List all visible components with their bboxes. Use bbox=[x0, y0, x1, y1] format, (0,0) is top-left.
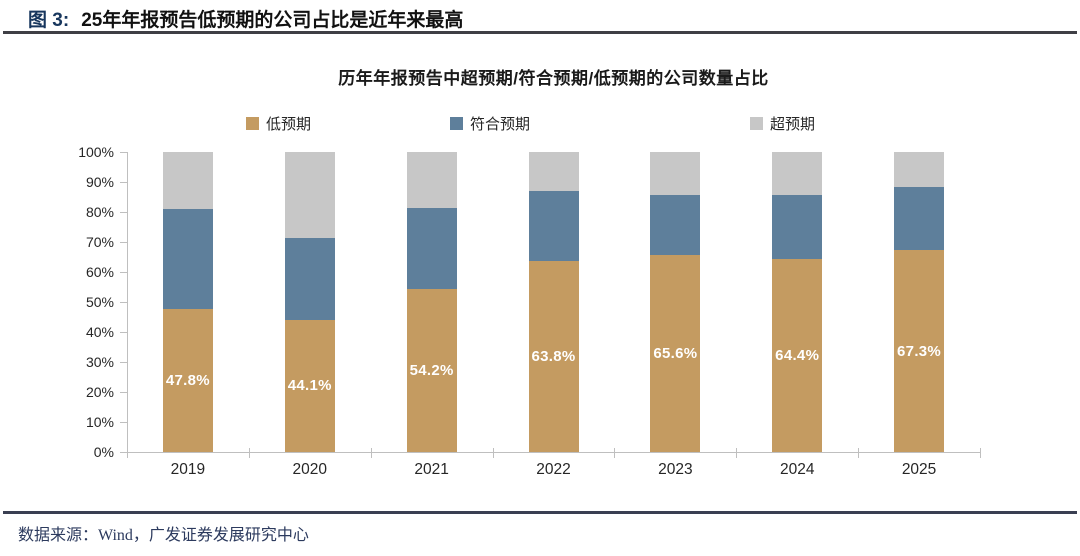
x-axis-line bbox=[127, 452, 981, 453]
legend-item-超预期: 超预期 bbox=[750, 113, 815, 134]
bar-segment-超预期 bbox=[162, 152, 213, 210]
data-source-note: 数据来源：Wind，广发证券发展研究中心 bbox=[18, 527, 309, 544]
x-axis-category-label: 2019 bbox=[170, 461, 206, 478]
y-axis-line bbox=[127, 152, 128, 453]
footer-divider-line bbox=[3, 511, 1077, 514]
bar-data-label: 44.1% bbox=[287, 377, 332, 395]
y-axis-tick-label: 0% bbox=[93, 444, 114, 460]
bar-segment-低预期: 64.4% bbox=[772, 258, 823, 452]
y-axis-tick bbox=[120, 212, 127, 213]
bar-segment-符合预期 bbox=[894, 187, 945, 251]
bar-segment-超预期 bbox=[650, 152, 701, 195]
y-axis-tick bbox=[120, 302, 127, 303]
bar-2019: 47.8% bbox=[162, 152, 213, 452]
x-axis-tick bbox=[370, 448, 372, 458]
bar-data-label: 63.8% bbox=[531, 347, 576, 365]
bar-segment-符合预期 bbox=[406, 207, 457, 290]
x-axis-tick bbox=[736, 448, 738, 458]
bar-2024: 64.4% bbox=[772, 152, 823, 452]
x-axis-category-label: 2020 bbox=[292, 461, 328, 478]
x-axis-tick bbox=[492, 448, 494, 458]
legend-swatch-icon bbox=[246, 117, 259, 130]
header-divider-line bbox=[3, 31, 1077, 34]
y-axis-tick-label: 40% bbox=[85, 324, 114, 340]
bar-segment-符合预期 bbox=[650, 194, 701, 256]
y-axis-tick-label: 100% bbox=[78, 144, 114, 160]
figure-header: 图 3: 25年年报预告低预期的公司占比是近年来最高 bbox=[28, 5, 463, 32]
x-axis-tick bbox=[858, 448, 860, 458]
bar-data-label: 54.2% bbox=[409, 362, 454, 380]
bar-2022: 63.8% bbox=[528, 152, 579, 452]
x-axis-tick bbox=[248, 448, 250, 458]
bar-data-label: 67.3% bbox=[897, 342, 942, 360]
bar-2023: 65.6% bbox=[650, 152, 701, 452]
bar-segment-低预期: 54.2% bbox=[406, 289, 457, 452]
y-axis-tick bbox=[120, 182, 127, 183]
y-axis-tick-label: 10% bbox=[85, 414, 114, 430]
y-axis-tick-label: 30% bbox=[85, 354, 114, 370]
bar-segment-符合预期 bbox=[528, 191, 579, 261]
legend-label: 超预期 bbox=[770, 116, 816, 133]
x-axis-category-label: 2022 bbox=[536, 461, 571, 478]
bar-segment-超预期 bbox=[284, 152, 335, 238]
x-axis-category-label: 2021 bbox=[414, 461, 449, 478]
y-axis-tick-label: 70% bbox=[85, 234, 114, 250]
y-axis-tick-label: 90% bbox=[85, 174, 114, 190]
legend-label: 符合预期 bbox=[470, 116, 531, 133]
bar-segment-超预期 bbox=[894, 152, 945, 188]
bar-segment-符合预期 bbox=[772, 195, 823, 259]
legend-swatch-icon bbox=[450, 117, 463, 130]
bar-segment-低预期: 65.6% bbox=[650, 255, 701, 452]
y-axis-tick bbox=[120, 392, 127, 393]
bar-data-label: 47.8% bbox=[165, 371, 210, 389]
legend-item-符合预期: 符合预期 bbox=[450, 113, 530, 134]
figure-number-label: 图 3: bbox=[28, 10, 70, 31]
bar-segment-超预期 bbox=[528, 152, 579, 192]
x-axis-tick bbox=[980, 448, 981, 458]
bar-segment-低预期: 44.1% bbox=[284, 319, 335, 452]
bar-data-label: 64.4% bbox=[775, 346, 820, 364]
figure-title: 25年年报预告低预期的公司占比是近年来最高 bbox=[81, 10, 464, 31]
y-axis-tick-label: 20% bbox=[85, 384, 114, 400]
legend-swatch-icon bbox=[750, 117, 763, 130]
bar-segment-符合预期 bbox=[162, 209, 213, 309]
y-axis-tick-label: 50% bbox=[85, 294, 114, 310]
x-axis-tick bbox=[127, 448, 128, 458]
y-axis-tick bbox=[120, 332, 127, 333]
y-axis-tick bbox=[120, 452, 127, 453]
y-axis-tick bbox=[120, 422, 127, 423]
bar-segment-低预期: 47.8% bbox=[162, 308, 213, 452]
bar-data-label: 65.6% bbox=[653, 345, 698, 363]
x-axis-category-label: 2025 bbox=[901, 461, 937, 478]
bar-segment-符合预期 bbox=[284, 237, 335, 320]
y-axis-tick bbox=[120, 242, 127, 243]
y-axis-tick bbox=[120, 272, 127, 273]
y-axis-tick bbox=[120, 362, 127, 363]
x-axis-category-label: 2024 bbox=[779, 461, 815, 478]
bar-2021: 54.2% bbox=[406, 152, 457, 452]
legend-label: 低预期 bbox=[266, 116, 312, 133]
x-axis-category-label: 2023 bbox=[658, 461, 693, 478]
legend-item-低预期: 低预期 bbox=[246, 113, 311, 134]
bar-segment-低预期: 63.8% bbox=[528, 260, 579, 452]
bar-segment-低预期: 67.3% bbox=[894, 250, 945, 452]
y-axis-tick bbox=[120, 152, 127, 153]
bar-2020: 44.1% bbox=[284, 152, 335, 452]
chart-title: 历年年报预告中超预期/符合预期/低预期的公司数量占比 bbox=[338, 69, 769, 88]
bar-2025: 67.3% bbox=[894, 152, 945, 452]
y-axis-tick-label: 60% bbox=[85, 264, 114, 280]
bar-segment-超预期 bbox=[772, 152, 823, 196]
x-axis-tick bbox=[614, 448, 616, 458]
y-axis-tick-label: 80% bbox=[85, 204, 114, 220]
bar-segment-超预期 bbox=[406, 152, 457, 208]
